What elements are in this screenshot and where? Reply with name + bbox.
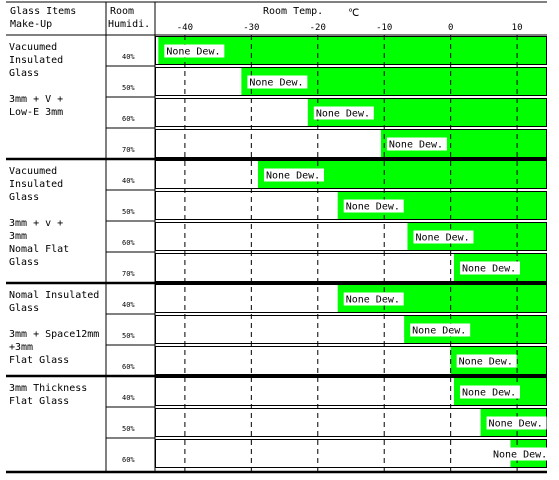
header-humidity: Humidi. [108,19,150,30]
x-tick-label: -20 [310,23,326,33]
humidity-label: 70% [122,270,135,278]
dew-label-bg [459,261,520,275]
x-tick-label: -30 [243,23,259,33]
glass-item-label: Glass [9,192,39,203]
glass-item-label: Insulated [9,55,63,66]
dew-label-bg [343,199,404,213]
none-dew-label: None Dew. [166,47,220,58]
header-layer: Glass Items Make-Up Room Humidi. Room Te… [10,6,359,30]
dew-label-bg [343,292,404,306]
glass-item-label: 3mm + Space12mm [9,329,99,340]
glass-item-label: Glass [9,303,39,314]
dew-zone-bar [155,253,454,282]
dew-zone-bar [155,160,258,189]
none-dew-label: None Dew. [489,419,543,430]
humidity-label: 60% [122,456,135,464]
humidity-label: 50% [122,208,135,216]
header-room: Room [110,6,134,17]
glass-item-label: Flat Glass [9,396,69,407]
humidity-label: 50% [122,84,135,92]
dew-label-bg [386,137,447,151]
dew-zone-bar [155,377,454,406]
dew-zone-bar [155,98,308,127]
dew-zone-bar [155,36,159,65]
glass-item-label: +3mm [9,342,33,353]
dew-label-bg [456,354,517,368]
dew-zone-bar [155,191,338,220]
humidity-label: 40% [122,301,135,309]
dew-zone-bar [155,67,242,96]
dew-label-bg [459,385,520,399]
dew-label-bg [410,323,471,337]
humidity-label: 50% [122,332,135,340]
none-dew-label: None Dew. [346,295,400,306]
x-tick-label: -40 [177,23,193,33]
dew-label-bg [263,168,324,182]
glass-item-label: Flat Glass [9,355,69,366]
humidity-label: 60% [122,239,135,247]
none-dew-label: None Dew. [346,202,400,213]
none-dew-label: None Dew. [462,264,516,275]
none-dew-label: None Dew. [493,450,547,461]
x-tick-label: 10 [512,23,523,33]
frame-layer [6,1,547,474]
x-axis-unit: ℃ [348,8,359,19]
none-dew-label: None Dew. [459,357,513,368]
dew-zone-bar [155,284,338,313]
glass-item-label: Low-E 3mm [9,107,63,118]
dew-label-bg [491,447,551,461]
none-dew-label: None Dew. [412,326,466,337]
dew-zone-bar [155,222,408,251]
none-dew-label: None Dew. [249,78,303,89]
humidity-label: 60% [122,363,135,371]
header-make-up: Make-Up [10,19,52,30]
humidity-label: 50% [122,425,135,433]
none-dew-label: None Dew. [462,388,516,399]
none-dew-label: None Dew. [266,171,320,182]
dew-zone-bar [155,315,405,344]
humidity-label: 70% [122,146,135,154]
humidity-label: 40% [122,394,135,402]
none-dew-label: None Dew. [415,233,469,244]
humidity-label: 40% [122,53,135,61]
glass-item-label: Glass [9,257,39,268]
bars-layer [155,36,548,468]
glass-item-label: 3mm + V + [9,94,63,105]
glass-item-label: Nomal Insulated [9,290,99,301]
humidity-label: 40% [122,177,135,185]
x-tick-label: -10 [376,23,392,33]
humidity-label: 60% [122,115,135,123]
none-dew-label: None Dew. [389,140,443,151]
dew-zone-bar [155,346,451,375]
glass-item-label: Vacuumed [9,42,57,53]
glass-item-label: 3mm + v + [9,218,63,229]
glass-item-label: 3mm Thickness [9,383,87,394]
dew-label-bg [313,106,374,120]
glass-item-label: Nomal Flat [9,244,69,255]
x-axis-title: Room Temp. [263,6,323,17]
none-dew-label: None Dew. [316,109,370,120]
dew-zone-bar [155,129,381,158]
dew-label-bg [486,416,547,430]
glass-item-label: Vacuumed [9,166,57,177]
dew-label-bg [164,44,225,58]
dew-label-bg [247,75,308,89]
x-tick-label: 0 [448,23,453,33]
dew-label-bg [413,230,474,244]
glass-item-label: Insulated [9,179,63,190]
labels-layer: 40% None Dew. 50% None Dew. 60% None Dew. 70% N… [9,23,551,464]
dew-zone-bar [155,439,511,468]
glass-item-label: 3mm [9,231,27,242]
glass-item-label: Glass [9,68,39,79]
header-glass-items: Glass Items [10,6,76,17]
